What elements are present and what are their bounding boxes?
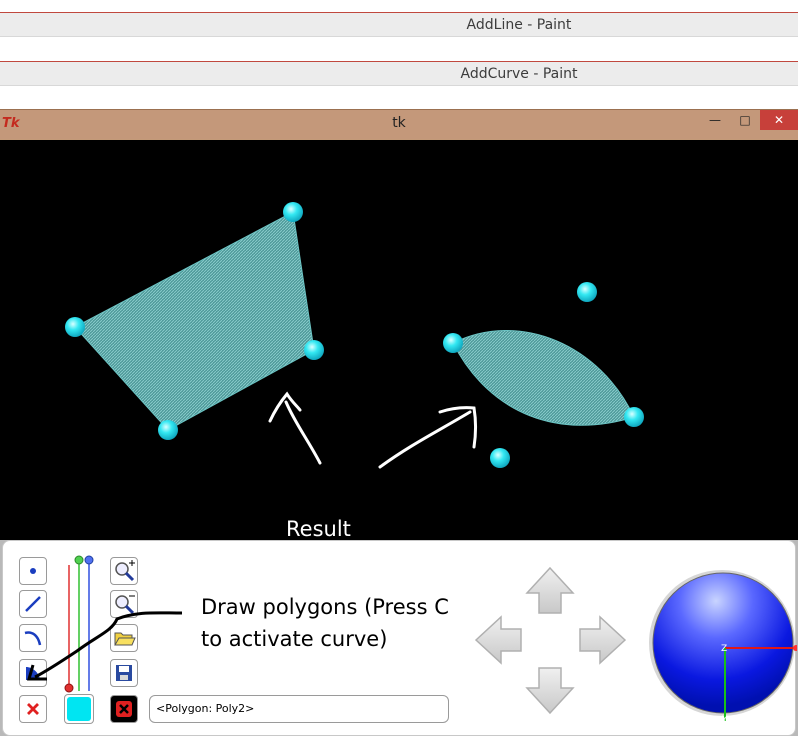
- line-tool-button[interactable]: [19, 590, 47, 618]
- zoom-out-icon: [115, 595, 135, 615]
- annotation-arrow-left: [268, 391, 322, 465]
- z-axis-label: Z: [721, 644, 727, 654]
- selected-object-field[interactable]: <Polygon: Poly2>: [149, 695, 449, 723]
- window-title-bar[interactable]: AddCurve - Paint: [0, 61, 798, 86]
- zoom-in-icon: [115, 560, 135, 582]
- green-slider-handle[interactable]: [74, 555, 84, 565]
- arrow-up-button[interactable]: [525, 566, 575, 614]
- annotation-arrow-right: [378, 406, 477, 469]
- color-preview: [67, 697, 91, 721]
- instructions-text: Draw polygons (Press C to activate curve…: [201, 591, 471, 655]
- tk-title-bar[interactable]: Tk tk — □ ✕: [0, 109, 798, 139]
- delete-icon: [27, 703, 39, 715]
- vertex-point[interactable]: [577, 282, 597, 302]
- current-color-swatch[interactable]: [64, 694, 94, 724]
- vertex-point[interactable]: [65, 317, 85, 337]
- vertex-point[interactable]: [283, 202, 303, 222]
- curve-tool-button[interactable]: [19, 624, 47, 652]
- window-title-bar[interactable]: AddLine - Paint: [0, 12, 798, 37]
- instruction-arrow: [27, 611, 183, 681]
- color-sliders[interactable]: [61, 555, 97, 695]
- window-title: AddLine - Paint: [466, 17, 572, 33]
- tk-logo-icon: Tk: [2, 116, 20, 131]
- result-annotation: Result: [286, 517, 351, 541]
- background-window-addline[interactable]: AddLine - Paint: [0, 12, 798, 62]
- red-slider-handle[interactable]: [64, 683, 74, 693]
- save-icon: [116, 665, 132, 681]
- vertex-point[interactable]: [443, 333, 463, 353]
- point-tool-button[interactable]: [19, 557, 47, 585]
- arrow-right-button[interactable]: [579, 615, 627, 665]
- vertex-point[interactable]: [158, 420, 178, 440]
- tool-panel: Draw polygons (Press C to activate curve…: [2, 540, 797, 736]
- navigation-pad: [474, 566, 627, 715]
- y-axis-label: Y: [721, 715, 728, 723]
- line-icon: [25, 596, 41, 612]
- instructions-line1: Draw polygons (Press C: [201, 595, 449, 619]
- toolbar-area: Draw polygons (Press C to activate curve…: [0, 540, 798, 736]
- window-title: AddCurve - Paint: [460, 66, 578, 82]
- window-title: tk: [392, 115, 406, 131]
- tk-window: Tk tk — □ ✕: [0, 109, 798, 736]
- orientation-sphere[interactable]: Z Y: [647, 563, 797, 723]
- save-button[interactable]: [110, 659, 138, 687]
- point-icon: [30, 568, 36, 574]
- clear-icon: [116, 701, 132, 717]
- delete-button[interactable]: [19, 695, 47, 723]
- polygon-shape[interactable]: [74, 211, 315, 431]
- minimize-button[interactable]: —: [709, 113, 721, 127]
- curve-icon: [24, 631, 42, 646]
- maximize-button[interactable]: □: [739, 113, 751, 127]
- instructions-line2: to activate curve): [201, 627, 388, 651]
- close-button[interactable]: ✕: [760, 110, 798, 130]
- vertex-point[interactable]: [304, 340, 324, 360]
- arrow-down-button[interactable]: [525, 667, 575, 715]
- open-folder-icon: [114, 632, 136, 646]
- zoom-in-button[interactable]: [110, 557, 138, 585]
- open-button[interactable]: [110, 624, 138, 652]
- vertex-point[interactable]: [624, 407, 644, 427]
- blue-slider-handle[interactable]: [84, 555, 94, 565]
- curve-shape[interactable]: [452, 330, 635, 426]
- drawing-canvas[interactable]: Result: [0, 140, 798, 541]
- clear-button[interactable]: [110, 695, 138, 723]
- arrow-left-button[interactable]: [474, 615, 522, 665]
- background-window-addcurve[interactable]: AddCurve - Paint: [0, 61, 798, 109]
- zoom-out-button[interactable]: [110, 590, 138, 618]
- vertex-point[interactable]: [490, 448, 510, 468]
- canvas-drawing: [65, 202, 644, 469]
